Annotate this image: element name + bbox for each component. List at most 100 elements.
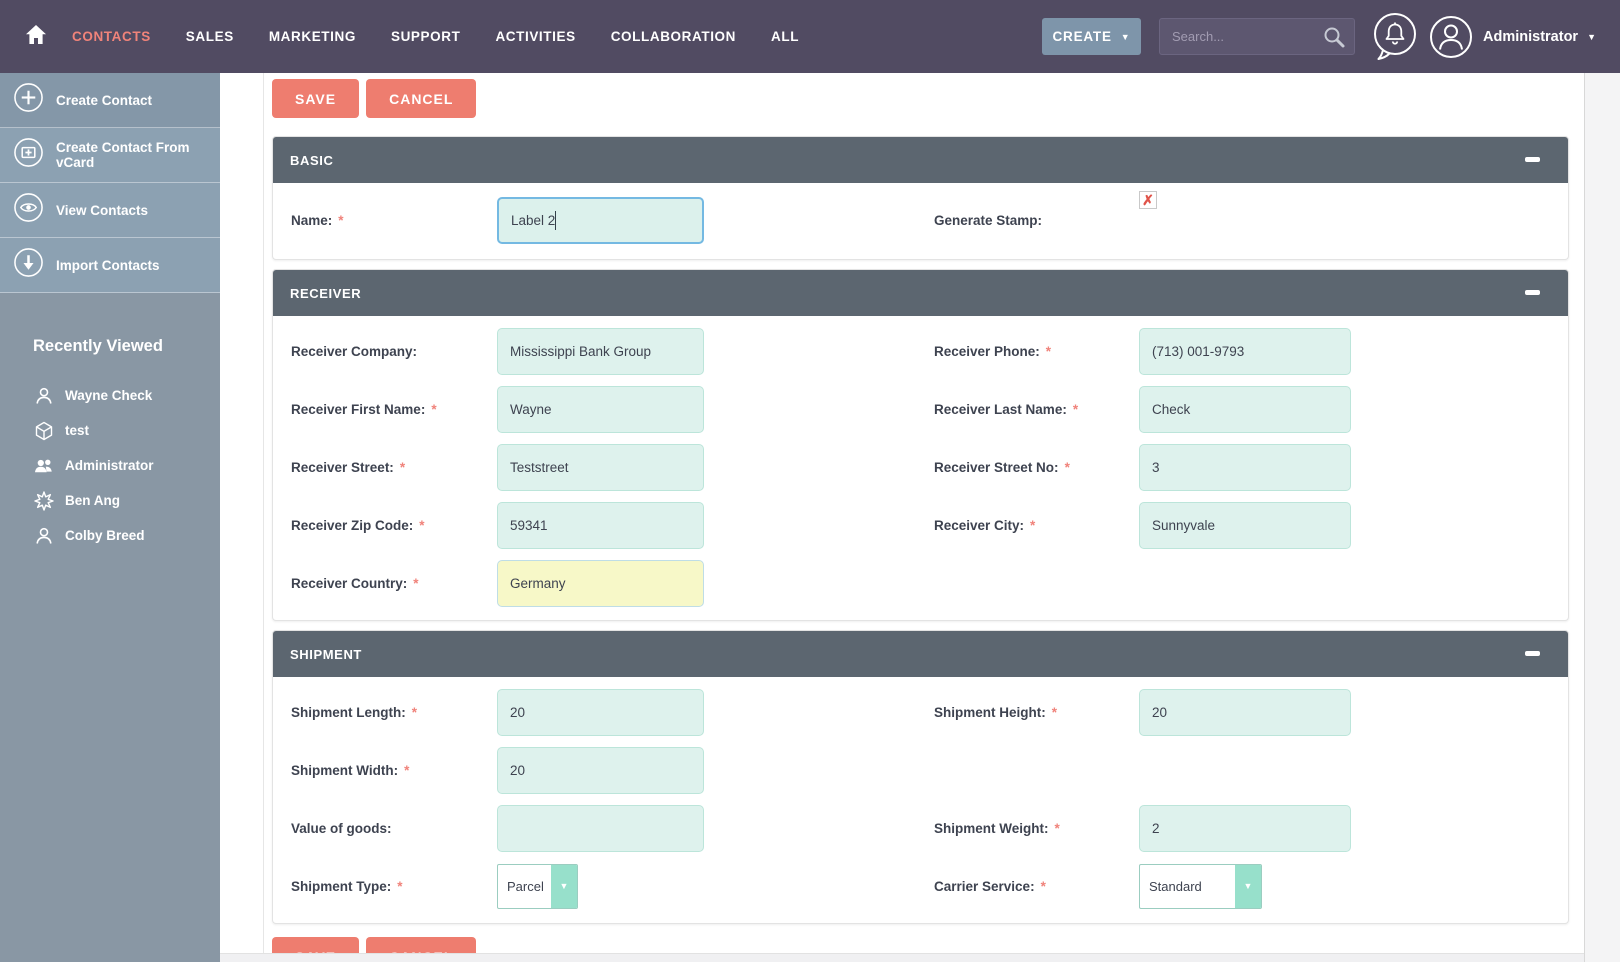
cancel-button[interactable]: CANCEL <box>366 79 477 118</box>
section-receiver-header[interactable]: RECEIVER <box>273 270 1568 316</box>
section-shipment: SHIPMENT Shipment Length:* Shipment Heig… <box>272 630 1569 924</box>
top-nav: CONTACTS SALES MARKETING SUPPORT ACTIVIT… <box>0 0 1620 73</box>
receiver-first-name-input[interactable] <box>497 385 704 433</box>
search-box <box>1159 18 1355 55</box>
sidebar-item-create-contact[interactable]: Create Contact <box>0 73 220 128</box>
receiver-street-no-input[interactable] <box>1139 443 1351 491</box>
required-asterisk: * <box>411 704 418 720</box>
sidebar-item-label: Import Contacts <box>56 257 160 273</box>
user-name[interactable]: Administrator <box>1483 28 1579 45</box>
field-label-receiver-first-name: Receiver First Name: * <box>291 401 437 417</box>
nav-item-sales[interactable]: SALES <box>185 29 234 44</box>
field-label-shipment-width: Shipment Width: * <box>291 762 410 778</box>
receiver-country-input[interactable] <box>497 559 704 607</box>
required-asterisk: * <box>419 517 425 533</box>
nav-item-all[interactable]: ALL <box>771 29 800 44</box>
recently-viewed-panel: Recently Viewed Wayne Check test Adminis… <box>0 293 220 553</box>
receiver-city-input[interactable] <box>1139 501 1351 549</box>
field-label-carrier-service: Carrier Service: * <box>934 878 1046 894</box>
shipment-length-input[interactable] <box>497 688 704 736</box>
sidebar-item-create-contact-from-vcard[interactable]: Create Contact From vCard <box>0 128 220 183</box>
sidebar: Create Contact Create Contact From vCard… <box>0 73 220 962</box>
generate-stamp-checkbox[interactable]: ✗ <box>1139 190 1157 209</box>
field-label-generate-stamp: Generate Stamp: <box>934 212 1043 228</box>
required-asterisk: * <box>1054 820 1060 836</box>
create-button[interactable]: CREATE ▼ <box>1042 18 1141 55</box>
sidebar-item-view-contacts[interactable]: View Contacts <box>0 183 220 238</box>
nav-item-contacts[interactable]: CONTACTS <box>72 29 151 44</box>
people-icon <box>33 456 54 476</box>
section-basic-header[interactable]: BASIC <box>273 137 1568 183</box>
home-button[interactable] <box>0 24 72 50</box>
receiver-phone-input[interactable] <box>1139 327 1351 375</box>
recent-item-label: Ben Ang <box>65 493 120 508</box>
receiver-zip-input[interactable] <box>497 501 704 549</box>
collapse-minus-icon[interactable] <box>1525 290 1540 295</box>
chevron-down-icon: ▼ <box>1120 31 1131 42</box>
receiver-street-input[interactable] <box>497 443 704 491</box>
nav-item-activities[interactable]: ACTIVITIES <box>495 29 576 44</box>
list-item[interactable]: test <box>33 413 220 448</box>
search-input[interactable] <box>1172 29 1322 44</box>
required-asterisk: * <box>399 459 406 475</box>
chevron-down-icon[interactable]: ▼ <box>1235 864 1261 908</box>
shipment-height-input[interactable] <box>1139 688 1351 736</box>
carrier-service-select[interactable]: Standard ▼ <box>1139 863 1262 909</box>
field-label-receiver-company: Receiver Company: <box>291 343 418 359</box>
recent-item-label: Colby Breed <box>65 528 145 543</box>
name-input[interactable] <box>497 196 704 244</box>
field-label-name: Name: * <box>291 212 344 228</box>
nav-item-collaboration[interactable]: COLLABORATION <box>610 29 736 44</box>
section-receiver: RECEIVER Receiver Company: Receiver Phon… <box>272 269 1569 621</box>
scroll-gutter <box>1584 73 1620 962</box>
required-asterisk: * <box>1040 878 1046 894</box>
nav-item-support[interactable]: SUPPORT <box>390 29 461 44</box>
field-label-shipment-weight: Shipment Weight: * <box>934 820 1060 836</box>
required-asterisk: * <box>1064 459 1070 475</box>
list-item[interactable]: Colby Breed <box>33 518 220 553</box>
create-button-label: CREATE <box>1052 29 1112 44</box>
required-asterisk: * <box>1072 401 1079 417</box>
shipment-weight-input[interactable] <box>1139 804 1351 852</box>
list-item[interactable]: Wayne Check <box>33 378 220 413</box>
nav-item-marketing[interactable]: MARKETING <box>268 29 356 44</box>
collapse-minus-icon[interactable] <box>1525 651 1540 656</box>
section-title: BASIC <box>290 152 334 168</box>
required-asterisk: * <box>1051 704 1058 720</box>
cube-icon <box>33 421 54 441</box>
section-title: RECEIVER <box>290 285 362 301</box>
receiver-company-input[interactable] <box>497 327 704 375</box>
user-menu-caret-icon[interactable]: ▼ <box>1587 31 1596 42</box>
shipment-width-input[interactable] <box>497 746 704 794</box>
text-caret <box>555 210 556 230</box>
section-shipment-header[interactable]: SHIPMENT <box>273 631 1568 677</box>
field-label-receiver-phone: Receiver Phone: * <box>934 343 1052 359</box>
collapse-minus-icon[interactable] <box>1525 157 1540 162</box>
field-label-receiver-city: Receiver City: * <box>934 517 1036 533</box>
person-icon <box>33 526 54 546</box>
user-avatar[interactable] <box>1428 14 1474 60</box>
field-label-receiver-country: Receiver Country: * <box>291 575 419 591</box>
recent-item-label: test <box>65 423 90 438</box>
plus-circle-icon <box>13 82 44 118</box>
receiver-last-name-input[interactable] <box>1139 385 1351 433</box>
field-label-shipment-type: Shipment Type: * <box>291 878 403 894</box>
value-of-goods-input[interactable] <box>497 804 704 852</box>
home-icon <box>25 24 47 50</box>
selected-value: Standard <box>1149 878 1202 894</box>
save-button[interactable]: SAVE <box>272 79 360 118</box>
field-label-shipment-height: Shipment Height: * <box>934 704 1058 720</box>
list-item[interactable]: Administrator <box>33 448 220 483</box>
section-basic: BASIC Name: * <box>272 136 1569 260</box>
list-item[interactable]: Ben Ang <box>33 483 220 518</box>
sidebar-item-import-contacts[interactable]: Import Contacts <box>0 238 220 293</box>
sidebar-item-label: Create Contact From vCard <box>56 140 190 170</box>
field-label-receiver-last-name: Receiver Last Name: * <box>934 401 1079 417</box>
red-x-icon: ✗ <box>1142 191 1154 208</box>
search-icon[interactable] <box>1322 25 1346 49</box>
chevron-down-icon[interactable]: ▼ <box>551 864 577 908</box>
shipment-type-select[interactable]: Parcel ▼ <box>497 863 578 909</box>
recently-viewed-title: Recently Viewed <box>33 337 163 355</box>
notifications-bell-icon[interactable] <box>1372 13 1418 60</box>
required-asterisk: * <box>397 878 403 894</box>
